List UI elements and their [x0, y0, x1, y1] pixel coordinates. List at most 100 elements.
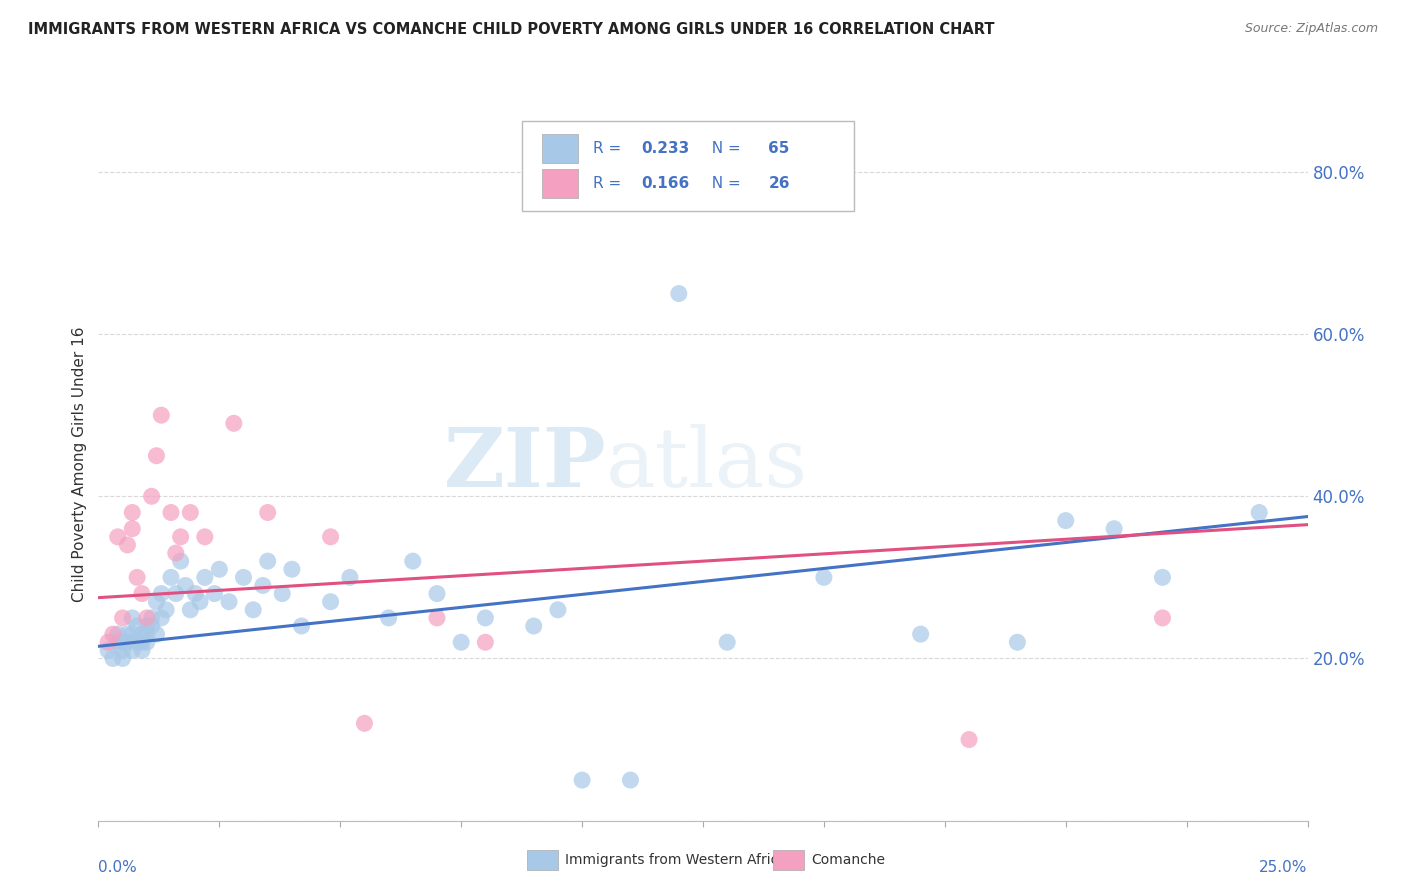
Point — [135, 627, 157, 641]
Text: 65: 65 — [768, 141, 790, 156]
Point — [117, 635, 139, 649]
Point — [188, 595, 211, 609]
Point — [145, 595, 167, 609]
Point — [474, 635, 496, 649]
Point — [179, 603, 201, 617]
Point — [1152, 570, 1174, 584]
Text: ZIP: ZIP — [444, 424, 606, 504]
Point — [204, 586, 226, 600]
Point — [194, 530, 217, 544]
Point — [150, 611, 173, 625]
Point — [127, 635, 149, 649]
Point — [155, 603, 177, 617]
Text: Comanche: Comanche — [811, 853, 886, 867]
Point — [169, 554, 191, 568]
Point — [145, 449, 167, 463]
Point — [117, 627, 139, 641]
Point — [127, 619, 149, 633]
Point — [571, 773, 593, 788]
Point — [271, 586, 294, 600]
Point — [1249, 506, 1271, 520]
Point — [121, 643, 143, 657]
Point — [150, 408, 173, 422]
Y-axis label: Child Poverty Among Girls Under 16: Child Poverty Among Girls Under 16 — [72, 326, 87, 601]
Point — [668, 286, 690, 301]
Point — [242, 603, 264, 617]
Point — [523, 619, 546, 633]
Point — [179, 506, 201, 520]
Point — [256, 554, 278, 568]
Point — [111, 635, 134, 649]
Point — [107, 635, 129, 649]
Point — [111, 651, 134, 665]
Point — [1152, 611, 1174, 625]
Point — [97, 635, 120, 649]
Point — [184, 586, 207, 600]
Point — [165, 546, 187, 560]
Point — [121, 522, 143, 536]
Point — [165, 586, 187, 600]
Point — [135, 611, 157, 625]
Point — [169, 530, 191, 544]
Point — [107, 627, 129, 641]
Point — [377, 611, 399, 625]
FancyBboxPatch shape — [543, 134, 578, 162]
Point — [290, 619, 312, 633]
Point — [97, 643, 120, 657]
Point — [131, 586, 153, 600]
Text: N =: N = — [702, 176, 745, 191]
Point — [135, 619, 157, 633]
Point — [174, 578, 197, 592]
Text: 0.233: 0.233 — [641, 141, 689, 156]
Point — [256, 506, 278, 520]
Point — [141, 611, 163, 625]
Point — [107, 530, 129, 544]
Text: IMMIGRANTS FROM WESTERN AFRICA VS COMANCHE CHILD POVERTY AMONG GIRLS UNDER 16 CO: IMMIGRANTS FROM WESTERN AFRICA VS COMANC… — [28, 22, 994, 37]
Point — [131, 643, 153, 657]
Text: 0.0%: 0.0% — [98, 860, 138, 875]
Point — [252, 578, 274, 592]
Point — [957, 732, 980, 747]
Point — [1007, 635, 1029, 649]
FancyBboxPatch shape — [522, 121, 855, 211]
Point — [121, 506, 143, 520]
Point — [101, 627, 124, 641]
Point — [150, 586, 173, 600]
Text: 25.0%: 25.0% — [1260, 860, 1308, 875]
Point — [117, 538, 139, 552]
Point — [813, 570, 835, 584]
Point — [910, 627, 932, 641]
Point — [218, 595, 240, 609]
Point — [474, 611, 496, 625]
Point — [319, 530, 342, 544]
Point — [339, 570, 361, 584]
FancyBboxPatch shape — [543, 169, 578, 198]
Text: atlas: atlas — [606, 424, 808, 504]
Text: Immigrants from Western Africa: Immigrants from Western Africa — [565, 853, 787, 867]
Point — [547, 603, 569, 617]
Point — [402, 554, 425, 568]
Point — [194, 570, 217, 584]
Point — [131, 627, 153, 641]
Point — [111, 643, 134, 657]
Text: 0.166: 0.166 — [641, 176, 689, 191]
Point — [619, 773, 641, 788]
Point — [127, 570, 149, 584]
Point — [426, 586, 449, 600]
Point — [145, 627, 167, 641]
Point — [222, 417, 245, 431]
Point — [353, 716, 375, 731]
Text: N =: N = — [702, 141, 745, 156]
Point — [160, 506, 183, 520]
Point — [160, 570, 183, 584]
Point — [141, 489, 163, 503]
Text: R =: R = — [593, 141, 626, 156]
Point — [141, 619, 163, 633]
Point — [121, 627, 143, 641]
Point — [450, 635, 472, 649]
Point — [121, 611, 143, 625]
Point — [232, 570, 254, 584]
Point — [1102, 522, 1125, 536]
Point — [131, 635, 153, 649]
Text: R =: R = — [593, 176, 626, 191]
